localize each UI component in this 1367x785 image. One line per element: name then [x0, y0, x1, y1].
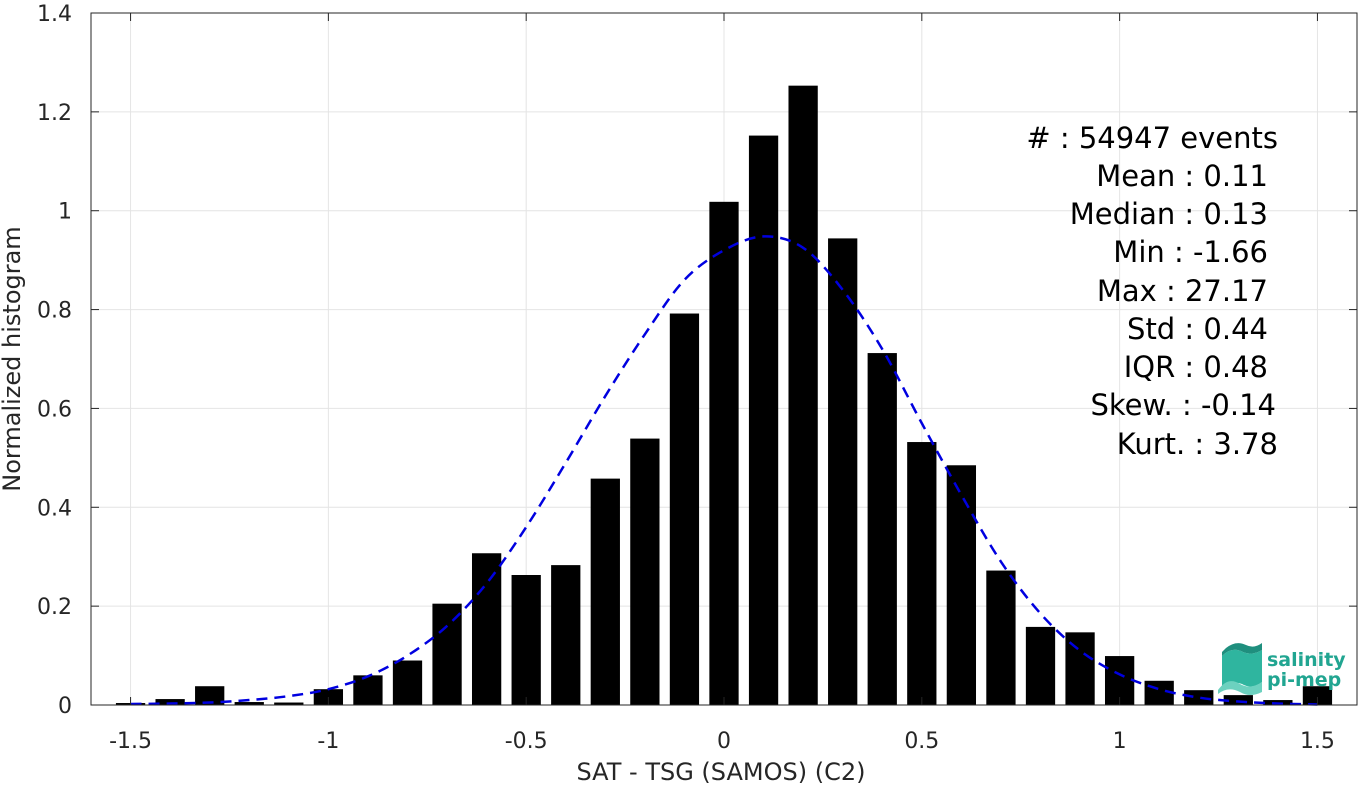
bar-30 — [1302, 686, 1333, 705]
bar-12 — [590, 478, 620, 705]
bar-6 — [353, 675, 383, 705]
bar-23 — [1025, 626, 1056, 705]
y-tick-label-3: 0.6 — [37, 397, 72, 422]
bar-14 — [669, 313, 700, 705]
x-tick-label-1: -1 — [317, 729, 339, 754]
stat-max: Max : 27.17 — [1097, 274, 1268, 308]
y-tick-label-1: 0.2 — [37, 595, 72, 620]
bar-27 — [1184, 690, 1214, 705]
bar-1 — [155, 699, 185, 705]
bar-3 — [234, 702, 264, 705]
histogram-bars — [115, 85, 1333, 705]
bar-8 — [432, 603, 462, 705]
x-tick-label-4: 0.5 — [904, 729, 939, 754]
x-tick-label-6: 1.5 — [1300, 729, 1335, 754]
y-tick-label-4: 0.8 — [37, 299, 72, 324]
bar-16 — [748, 135, 779, 705]
bar-9 — [471, 553, 502, 705]
bar-20 — [907, 442, 937, 705]
x-axis-label: SAT - TSG (SAMOS) (C2) — [577, 758, 866, 785]
stat-median: Median : 0.13 — [1070, 197, 1268, 231]
stat-iqr: IQR : 0.48 — [1124, 350, 1268, 384]
bar-21 — [946, 465, 977, 705]
x-tick-label-2: -0.5 — [505, 729, 548, 754]
axis-ticks: -1.5 -1 -0.5 0 0.5 1 1.5 0 0.2 0.4 0.6 0.8 1 1.2 1.4 — [37, 2, 1357, 754]
bar-11 — [551, 565, 581, 705]
logo-wave-icon — [1218, 643, 1262, 695]
stat-min: Min : -1.66 — [1113, 235, 1268, 269]
bar-2 — [195, 686, 225, 705]
y-tick-label-0: 0 — [58, 694, 72, 719]
bar-13 — [630, 438, 660, 705]
x-tick-label-5: 1 — [1113, 729, 1127, 754]
bar-22 — [986, 570, 1016, 705]
salinity-pimep-logo: salinity pi-mep — [1218, 643, 1346, 695]
stat-mean: Mean : 0.11 — [1096, 159, 1268, 193]
bar-17 — [788, 85, 818, 705]
y-axis-label: Normalized histogram — [0, 226, 26, 491]
y-tick-label-7: 1.4 — [37, 2, 72, 27]
stat-events: # : 54947 events — [1026, 121, 1278, 155]
bar-19 — [867, 353, 897, 705]
stat-skew: Skew. : -0.14 — [1090, 388, 1276, 422]
y-tick-label-6: 1.2 — [37, 101, 72, 126]
bar-18 — [828, 238, 858, 705]
bar-25 — [1104, 656, 1135, 705]
bar-24 — [1065, 632, 1095, 705]
x-tick-label-0: -1.5 — [109, 729, 152, 754]
y-tick-label-2: 0.4 — [37, 496, 72, 521]
x-tick-label-3: 0 — [717, 729, 731, 754]
statistics-box: # : 54947 events Mean : 0.11 Median : 0.… — [1026, 121, 1278, 461]
normal-fit-curve — [130, 235, 1318, 706]
logo-line-2: pi-mep — [1267, 669, 1341, 691]
bar-15 — [709, 201, 739, 705]
stat-std: Std : 0.44 — [1127, 312, 1268, 346]
bar-10 — [511, 575, 541, 705]
bar-28 — [1223, 695, 1253, 705]
bar-7 — [392, 660, 423, 705]
y-tick-label-5: 1 — [58, 200, 72, 225]
logo-line-1: salinity — [1267, 649, 1346, 671]
bar-4 — [274, 702, 304, 705]
stat-kurt: Kurt. : 3.78 — [1117, 427, 1278, 461]
